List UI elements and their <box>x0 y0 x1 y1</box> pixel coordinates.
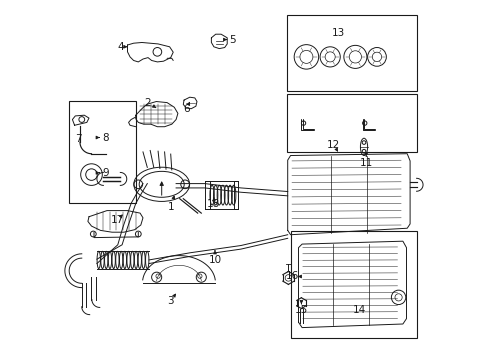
Text: 18: 18 <box>207 199 220 210</box>
Bar <box>286 15 416 91</box>
Text: 9: 9 <box>102 168 109 178</box>
Text: 3: 3 <box>167 296 174 306</box>
Text: 5: 5 <box>229 35 236 45</box>
Text: 16: 16 <box>285 271 298 282</box>
Text: 11: 11 <box>359 158 372 168</box>
Text: 13: 13 <box>331 28 345 38</box>
Text: 1: 1 <box>167 202 174 212</box>
Text: 4: 4 <box>117 42 123 52</box>
Text: 15: 15 <box>294 305 307 315</box>
Text: 17: 17 <box>111 215 124 225</box>
Bar <box>290 231 416 338</box>
Bar <box>286 94 416 152</box>
Text: 8: 8 <box>102 132 109 143</box>
Bar <box>69 101 136 203</box>
Text: 6: 6 <box>183 104 190 114</box>
Text: 14: 14 <box>352 305 366 315</box>
Text: 2: 2 <box>144 98 151 108</box>
Text: 12: 12 <box>326 140 340 150</box>
Text: 7: 7 <box>76 134 82 144</box>
Text: 10: 10 <box>208 255 221 265</box>
